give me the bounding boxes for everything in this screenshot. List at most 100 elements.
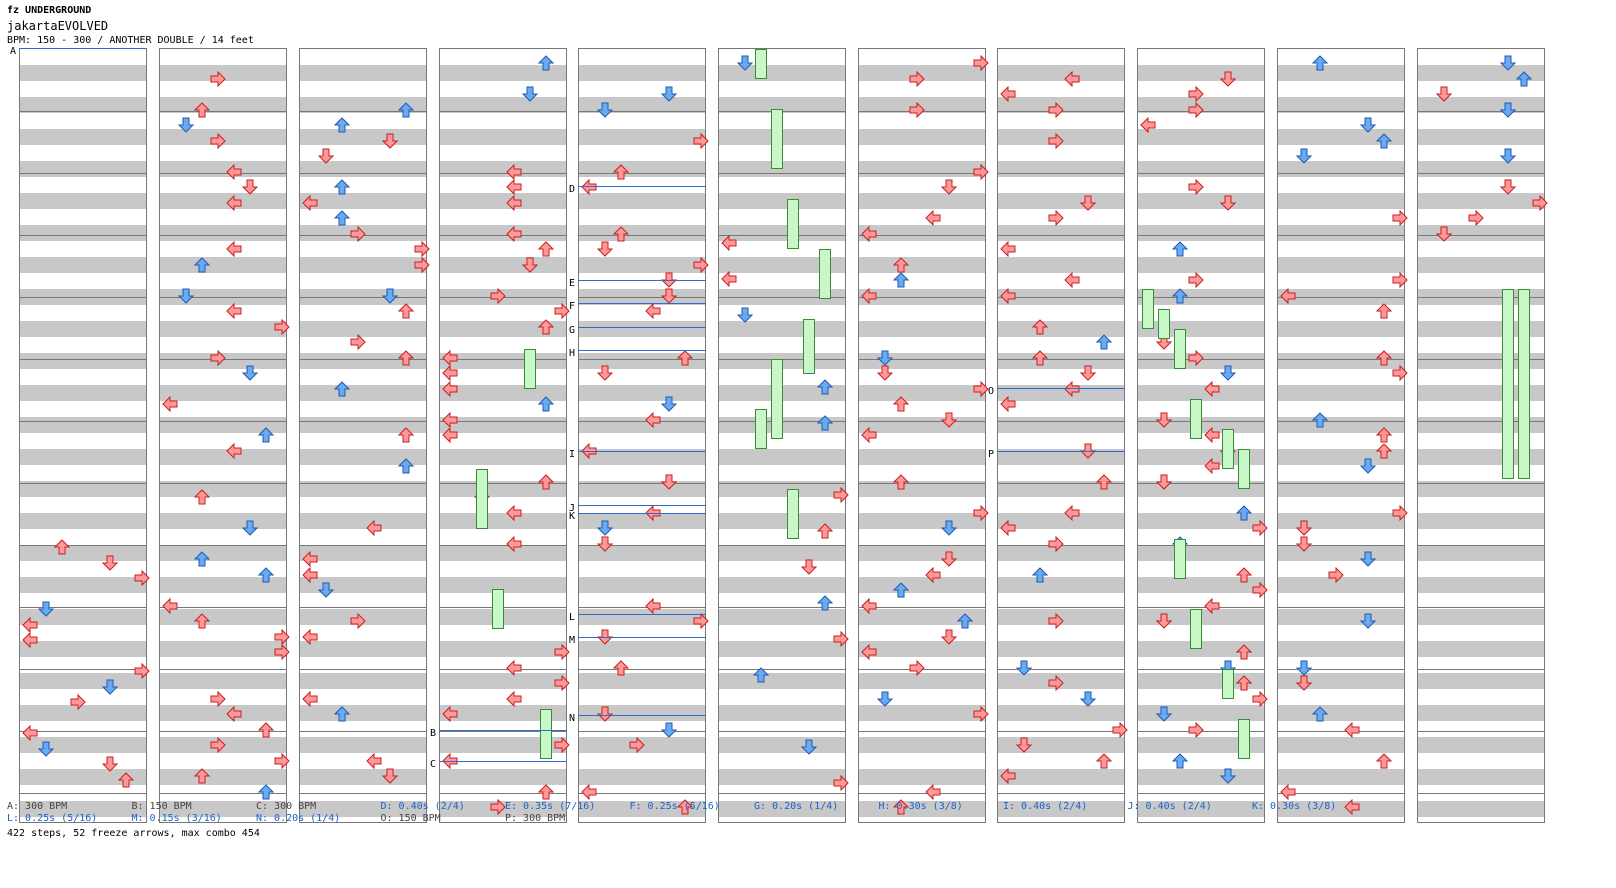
step-arrow-left-icon xyxy=(581,179,597,195)
step-arrow-left-icon xyxy=(645,598,661,614)
step-arrow-left-icon xyxy=(1344,799,1360,815)
step-arrow-up-icon xyxy=(893,799,909,815)
step-arrow-down-icon xyxy=(597,365,613,381)
measure-line xyxy=(160,111,286,112)
step-arrow-up-icon xyxy=(398,303,414,319)
step-arrow-right-icon xyxy=(554,675,570,691)
step-arrow-down-icon xyxy=(597,536,613,552)
step-arrow-up-icon xyxy=(1376,350,1392,366)
step-arrow-up-icon xyxy=(1312,412,1328,428)
step-arrow-down-icon xyxy=(941,629,957,645)
measure-line xyxy=(1278,421,1404,422)
legend-item: P: 300 BPM xyxy=(505,813,566,824)
chart-column xyxy=(718,48,849,823)
step-arrow-left-icon xyxy=(925,567,941,583)
measure-line xyxy=(440,359,566,360)
step-arrow-left-icon xyxy=(506,195,522,211)
measure-line xyxy=(20,173,146,174)
step-arrow-right-icon xyxy=(554,737,570,753)
step-arrow-left-icon xyxy=(226,706,242,722)
marker-label: O xyxy=(988,386,995,397)
step-arrow-right-icon xyxy=(210,71,226,87)
legend-item: F: 0.25s (5/16) xyxy=(629,801,720,812)
measure-line xyxy=(20,793,146,794)
measure-line xyxy=(160,669,286,670)
step-arrow-up-icon xyxy=(677,350,693,366)
step-arrow-right-icon xyxy=(833,775,849,791)
chart-column xyxy=(858,48,989,823)
measure-line xyxy=(579,545,705,546)
step-arrow-up-icon xyxy=(538,474,554,490)
freeze-arrow xyxy=(540,709,552,759)
step-arrow-up-icon xyxy=(817,379,833,395)
freeze-arrow xyxy=(1238,719,1250,759)
marker-label: I xyxy=(569,449,576,460)
step-arrow-up-icon xyxy=(613,226,629,242)
step-arrow-down-icon xyxy=(242,365,258,381)
step-arrow-down-icon xyxy=(382,768,398,784)
step-arrow-up-icon xyxy=(1096,753,1112,769)
step-arrow-right-icon xyxy=(1048,210,1064,226)
step-arrow-up-icon xyxy=(1376,753,1392,769)
measure-line xyxy=(300,731,426,732)
measure-line xyxy=(1278,297,1404,298)
step-arrow-up-icon xyxy=(1032,350,1048,366)
step-arrow-right-icon xyxy=(1392,505,1408,521)
step-arrow-up-icon xyxy=(538,784,554,800)
measure-line xyxy=(440,545,566,546)
freeze-arrow xyxy=(1502,289,1514,479)
measure-line xyxy=(1138,669,1264,670)
step-arrow-down-icon xyxy=(242,179,258,195)
speed-change-line xyxy=(578,614,706,615)
step-arrow-up-icon xyxy=(1376,303,1392,319)
measure-line xyxy=(579,421,705,422)
measure-line xyxy=(20,483,146,484)
step-arrow-down-icon xyxy=(801,739,817,755)
measure-line xyxy=(20,111,146,112)
measure-line xyxy=(1418,235,1544,236)
step-arrow-right-icon xyxy=(134,570,150,586)
step-arrow-left-icon xyxy=(1000,768,1016,784)
step-arrow-left-icon xyxy=(506,660,522,676)
measure-line xyxy=(859,359,985,360)
legend-item: L: 0.25s (5/16) xyxy=(7,813,98,824)
step-arrow-right-icon xyxy=(693,613,709,629)
step-arrow-down-icon xyxy=(1220,195,1236,211)
step-arrow-right-icon xyxy=(490,288,506,304)
measure-line xyxy=(998,359,1124,360)
step-arrow-left-icon xyxy=(506,536,522,552)
measure-line xyxy=(1278,669,1404,670)
step-arrow-left-icon xyxy=(1140,117,1156,133)
step-arrow-up-icon xyxy=(1236,505,1252,521)
step-arrow-right-icon xyxy=(490,799,506,815)
marker-label: A xyxy=(10,46,17,57)
measure-line xyxy=(998,235,1124,236)
measure-line xyxy=(859,483,985,484)
measure-line xyxy=(1138,235,1264,236)
measure-line xyxy=(300,297,426,298)
step-arrow-down-icon xyxy=(661,474,677,490)
measure-line xyxy=(300,669,426,670)
step-arrow-right-icon xyxy=(1048,536,1064,552)
measure-line xyxy=(440,421,566,422)
speed-change-line xyxy=(997,388,1125,389)
legend-item: M: 0.15s (3/16) xyxy=(131,813,222,824)
measure-line xyxy=(160,297,286,298)
step-arrow-up-icon xyxy=(258,722,274,738)
step-arrow-right-icon xyxy=(1188,722,1204,738)
step-arrow-left-icon xyxy=(645,412,661,428)
measure-line xyxy=(20,669,146,670)
step-arrow-left-icon xyxy=(1280,288,1296,304)
speed-change-line xyxy=(578,350,706,351)
step-arrow-up-icon xyxy=(538,319,554,335)
step-arrow-up-icon xyxy=(334,706,350,722)
measure-line xyxy=(440,173,566,174)
step-arrow-left-icon xyxy=(22,725,38,741)
step-arrow-down-icon xyxy=(1296,675,1312,691)
step-arrow-down-icon xyxy=(38,741,54,757)
chart-column xyxy=(1137,48,1268,823)
marker-label: N xyxy=(569,713,576,724)
step-arrow-up-icon xyxy=(334,179,350,195)
measure-line xyxy=(719,235,845,236)
measure-line xyxy=(859,545,985,546)
